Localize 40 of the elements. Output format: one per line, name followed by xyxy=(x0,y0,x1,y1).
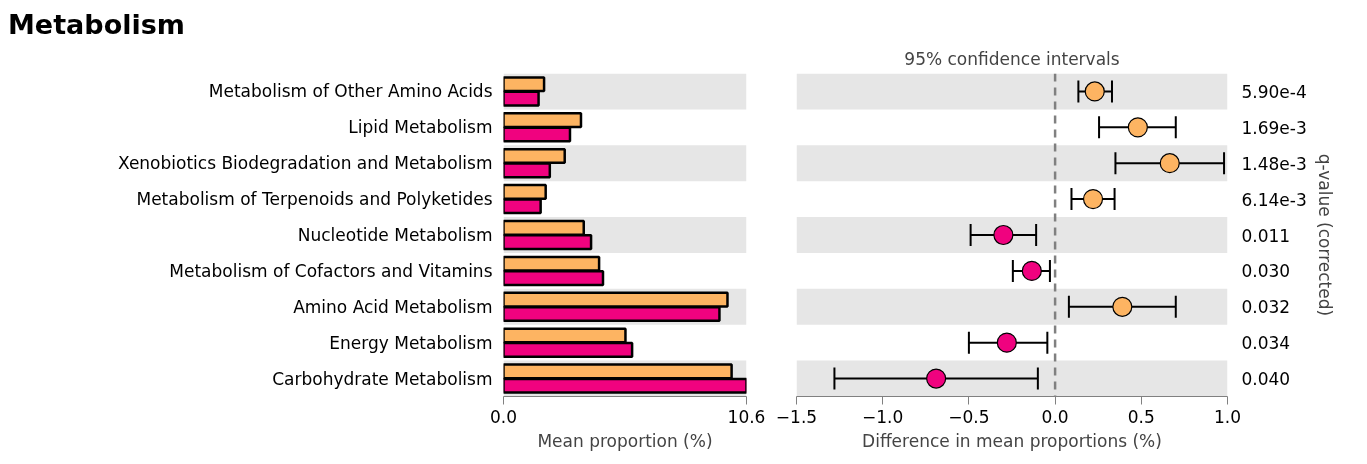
x-tick-label: 0.5 xyxy=(1127,406,1155,427)
y-tick-label: Energy Metabolism xyxy=(329,332,493,353)
x-tick-label: −1.0 xyxy=(862,406,904,427)
x-axis-title: Difference in mean proportions (%) xyxy=(862,430,1162,451)
x-tick-label: 0.0 xyxy=(1041,406,1069,427)
x-tick-label: 1.0 xyxy=(1213,406,1242,427)
point xyxy=(996,332,1017,353)
y-tick-label: Xenobiotics Biodegradation and Metabolism xyxy=(118,153,493,174)
chart-title: 95% confidence intervals xyxy=(904,48,1120,69)
y-tick-label: Lipid Metabolism xyxy=(348,117,493,138)
y-tick-label: 0.040 xyxy=(1241,369,1291,390)
point xyxy=(1084,81,1105,102)
y-tick-label: Metabolism of Other Amino Acids xyxy=(208,81,493,102)
point xyxy=(993,224,1014,246)
y-tick-label: 5.90e-4 xyxy=(1241,81,1307,102)
y-tick-label: 0.034 xyxy=(1241,333,1291,354)
y-tick-label: 0.032 xyxy=(1241,297,1291,318)
point xyxy=(926,368,947,389)
y-tick-label: Amino Acid Metabolism xyxy=(293,296,493,317)
point xyxy=(1021,260,1042,281)
y-tick-label: 6.14e-3 xyxy=(1241,189,1307,210)
x-tick-label: 0.0 xyxy=(489,406,518,427)
y-tick-label: 1.69e-3 xyxy=(1241,117,1307,138)
point xyxy=(1112,296,1133,317)
x-axis-title: Mean proportion (%) xyxy=(537,430,713,451)
point xyxy=(1127,117,1148,138)
y2-axis-title: q-value (corrected) xyxy=(1314,153,1335,317)
y-tick-label: Metabolism of Cofactors and Vitamins xyxy=(169,260,493,281)
x-tick-label: 10.6 xyxy=(727,406,766,427)
y-tick-label: 0.011 xyxy=(1241,225,1291,246)
point xyxy=(1082,189,1104,210)
y-tick-label: Nucleotide Metabolism xyxy=(297,225,493,245)
x-tick-label: −1.5 xyxy=(775,406,818,427)
y-tick-label: 1.48e-3 xyxy=(1241,153,1307,174)
y-tick-label: 0.030 xyxy=(1241,261,1291,282)
x-tick-label: −0.5 xyxy=(948,406,990,427)
point xyxy=(1159,153,1180,174)
y-tick-label: Metabolism of Terpenoids and Polyketides xyxy=(136,189,493,210)
y-tick-label: Carbohydrate Metabolism xyxy=(272,368,493,389)
text: Metabolism xyxy=(8,8,185,42)
